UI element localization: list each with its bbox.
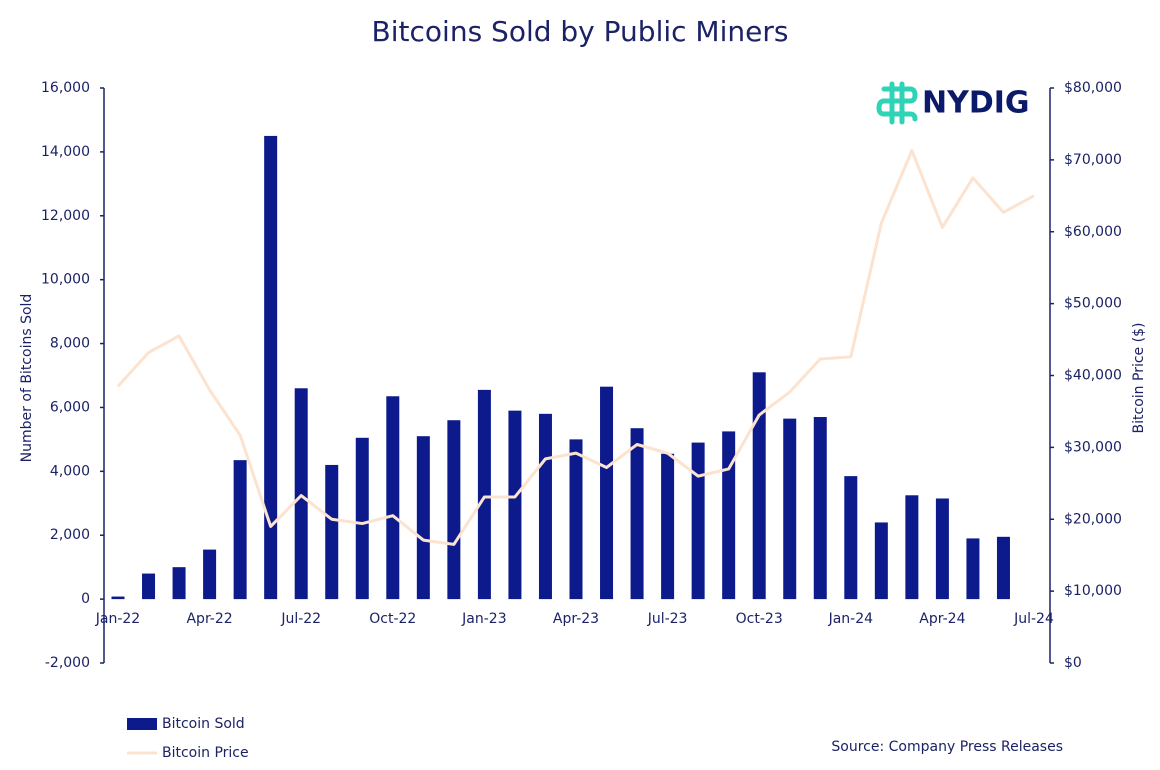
- bar: [691, 442, 705, 600]
- x-tick-label: Jul-22: [280, 611, 321, 627]
- x-tick-label: Jan-23: [461, 611, 506, 627]
- bar: [966, 538, 980, 600]
- bar: [844, 476, 858, 600]
- bar: [142, 573, 156, 600]
- bar: [111, 596, 125, 600]
- bar: [355, 437, 369, 600]
- bar: [813, 417, 827, 600]
- y-tick-label: 12,000: [41, 208, 90, 224]
- bar: [508, 410, 522, 600]
- y2-tick-label: $20,000: [1064, 511, 1122, 527]
- x-tick-label: Apr-23: [553, 611, 599, 627]
- bar: [905, 495, 919, 600]
- bar: [386, 396, 400, 600]
- x-tick-label: Apr-24: [919, 611, 965, 627]
- legend-label: Bitcoin Price: [162, 745, 249, 761]
- y-tick-label: -2,000: [45, 655, 90, 671]
- bar: [996, 536, 1010, 600]
- y-tick-label: 16,000: [41, 80, 90, 96]
- x-tick-label: Oct-23: [736, 611, 783, 627]
- x-tick-label: Jan-22: [95, 611, 140, 627]
- y2-tick-label: $40,000: [1064, 368, 1122, 384]
- logo: NYDIG: [876, 81, 1030, 125]
- bar: [172, 567, 186, 600]
- y-tick-label: 0: [81, 591, 90, 607]
- x-tick-label: Jul-23: [647, 611, 688, 627]
- bar: [203, 549, 217, 600]
- y2-tick-label: $70,000: [1064, 152, 1122, 168]
- bar: [935, 498, 949, 600]
- bar: [325, 464, 339, 600]
- x-tick-label: Jan-24: [828, 611, 874, 627]
- x-tick-label: Apr-22: [186, 611, 232, 627]
- y-tick-label: 14,000: [41, 144, 90, 160]
- y-tick-label: 10,000: [41, 272, 90, 288]
- x-tick-label: Jul-24: [1013, 611, 1054, 627]
- bar: [416, 436, 430, 600]
- y2-tick-label: $60,000: [1064, 224, 1122, 240]
- bar: [233, 460, 247, 600]
- y2-tick-label: $30,000: [1064, 439, 1122, 455]
- y2-tick-label: $0: [1064, 655, 1082, 671]
- bar: [722, 431, 736, 600]
- price-line: [116, 149, 1035, 546]
- bar: [874, 522, 888, 600]
- y-tick-label: 4,000: [50, 463, 90, 479]
- bar: [538, 413, 552, 600]
- y2-tick-label: $50,000: [1064, 296, 1122, 312]
- bar: [477, 389, 491, 600]
- chart-title: Bitcoins Sold by Public Miners: [372, 15, 789, 48]
- bar: [600, 386, 614, 600]
- bar: [783, 418, 797, 600]
- y2-tick-label: $80,000: [1064, 80, 1122, 96]
- bar: [752, 372, 766, 600]
- logo-icon: [876, 81, 918, 125]
- source-note: Source: Company Press Releases: [831, 739, 1063, 755]
- x-tick-label: Oct-22: [369, 611, 416, 627]
- logo-text: NYDIG: [922, 86, 1030, 121]
- y-tick-label: 2,000: [50, 527, 90, 543]
- bar: [294, 388, 308, 600]
- bar: [661, 453, 675, 600]
- y-tick-label: 6,000: [50, 399, 90, 415]
- bar: [630, 428, 644, 600]
- bar: [264, 135, 278, 600]
- y2-axis-title: Bitcoin Price ($): [1131, 323, 1147, 434]
- bar: [569, 439, 583, 600]
- y-axis-title: Number of Bitcoins Sold: [19, 294, 35, 463]
- y-tick-label: 8,000: [50, 336, 90, 352]
- legend-label: Bitcoin Sold: [162, 716, 245, 732]
- legend-swatch-bar: [127, 718, 157, 730]
- y2-tick-label: $10,000: [1064, 583, 1122, 599]
- bar: [447, 420, 461, 600]
